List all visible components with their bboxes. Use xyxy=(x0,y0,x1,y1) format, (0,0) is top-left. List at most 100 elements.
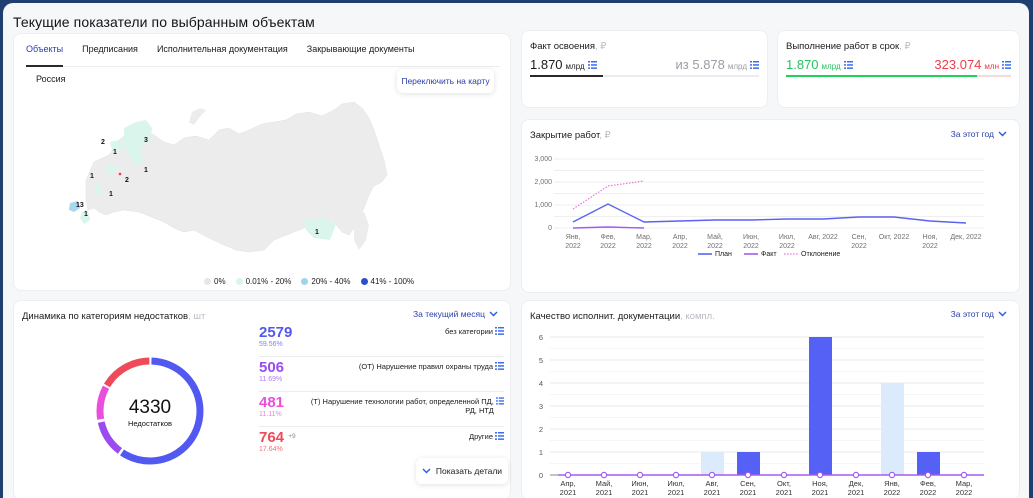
period-dropdown[interactable]: За этот год xyxy=(951,129,1007,139)
svg-text:1: 1 xyxy=(539,448,543,457)
bar xyxy=(917,452,940,475)
list-icon[interactable] xyxy=(495,432,504,440)
y-tick: 3,000 xyxy=(534,156,552,163)
svg-text:Июн,: Июн, xyxy=(743,234,759,241)
chevron-down-icon xyxy=(422,468,431,474)
region-amur[interactable] xyxy=(304,218,336,240)
list-icon[interactable] xyxy=(843,61,853,69)
map-mainland xyxy=(85,101,388,253)
kpi-fact-progress xyxy=(530,75,759,77)
map-count: 1 xyxy=(109,191,113,198)
svg-text:2022: 2022 xyxy=(884,488,901,497)
map-count: 1 xyxy=(144,167,148,174)
dashboard-page: Текущие показатели по выбранным объектам… xyxy=(3,3,1029,498)
region-south[interactable] xyxy=(94,184,102,196)
svg-text:Май,: Май, xyxy=(596,479,613,488)
show-details-button[interactable]: Показать детали xyxy=(416,458,508,484)
svg-text:Июл,: Июл, xyxy=(667,479,684,488)
kpi-fact-total: из 5.878 млрд xyxy=(676,57,759,72)
svg-text:2021: 2021 xyxy=(740,488,757,497)
closing-works-chart[interactable]: 3,000 2,000 1,000 0 Янв, 2022 Фев, 2022 Ма… xyxy=(522,150,1021,290)
series-fact-line xyxy=(572,226,645,229)
tab-objects[interactable]: Объекты xyxy=(26,40,64,67)
svg-text:Авг, 2022: Авг, 2022 xyxy=(808,234,838,241)
svg-text:5: 5 xyxy=(539,356,543,365)
list-icon[interactable] xyxy=(587,61,597,69)
list-icon[interactable] xyxy=(495,397,504,405)
map-novaya-zemlya xyxy=(189,108,206,125)
svg-text:2021: 2021 xyxy=(668,488,685,497)
map-card: Объекты Предписания Исполнительная докум… xyxy=(13,33,511,291)
svg-text:2022: 2022 xyxy=(956,488,973,497)
russia-map[interactable]: 1 1 2 3 1 2 1 13 1 1 xyxy=(24,100,504,275)
region-label: Россия xyxy=(36,74,66,84)
kpi-ontime-progress xyxy=(786,75,1011,77)
svg-text:Апр,: Апр, xyxy=(673,234,687,241)
list-icon[interactable] xyxy=(750,61,759,69)
map-legend: 0% 0.01% - 20% 20% - 40% 41% - 100% xyxy=(204,277,414,286)
category-row[interactable]: 2579 59.56% без категории xyxy=(259,324,504,348)
map-count: 2 xyxy=(125,177,129,184)
svg-text:2022: 2022 xyxy=(922,243,938,250)
list-icon[interactable] xyxy=(495,327,504,335)
period-dropdown[interactable]: За текущий месяц xyxy=(413,309,498,319)
region-north[interactable] xyxy=(124,120,152,165)
kpi-overdue-value: 323.074 млн xyxy=(934,57,1011,72)
bar xyxy=(737,452,760,475)
region-krasnodar[interactable] xyxy=(69,201,80,212)
kpi-fact-card: Факт освоения, ₽ 1.870 млрд из 5.878 млрд xyxy=(521,30,768,108)
map-count: 1 xyxy=(84,211,88,218)
category-row[interactable]: 764 +9 17.64% Другие xyxy=(259,429,504,453)
region-caucasus[interactable] xyxy=(80,210,90,224)
tab-closing-docs[interactable]: Закрывающие документы xyxy=(306,44,415,54)
tab-prescriptions[interactable]: Предписания xyxy=(82,44,138,54)
svg-text:2022: 2022 xyxy=(851,243,867,250)
svg-text:Отклонение: Отклонение xyxy=(801,251,840,258)
region-northwest[interactable] xyxy=(110,140,124,152)
svg-text:План: План xyxy=(715,251,732,258)
doc-quality-title: Качество исполнит. документации, компл. xyxy=(530,311,715,322)
svg-text:3: 3 xyxy=(539,402,543,411)
svg-text:Авг,: Авг, xyxy=(706,479,719,488)
chart-legend: План Факт Отклонение xyxy=(698,251,840,258)
chevron-down-icon xyxy=(489,311,498,317)
svg-text:Окт, 2022: Окт, 2022 xyxy=(879,234,910,241)
svg-text:2022: 2022 xyxy=(600,243,616,250)
map-marker xyxy=(118,172,122,176)
category-row[interactable]: 506 11.69% (ОТ) Нарушение правил охраны … xyxy=(259,359,504,383)
category-row[interactable]: 481 11.11% (Т) Нарушение технологии рабо… xyxy=(259,394,504,418)
tab-executive-docs[interactable]: Исполнительная документация xyxy=(156,44,288,54)
defects-donut[interactable]: 4330 Недостатков xyxy=(90,351,210,471)
svg-text:Июн,: Июн, xyxy=(631,479,648,488)
map-far-east xyxy=(354,210,369,250)
series-plan-line xyxy=(572,203,967,224)
svg-text:Май,: Май, xyxy=(707,233,723,241)
svg-text:2021: 2021 xyxy=(632,488,649,497)
chevron-down-icon xyxy=(998,311,1007,317)
closing-works-title: Закрытие работ, ₽ xyxy=(530,130,611,141)
extra-count: +9 xyxy=(288,433,296,440)
svg-text:2021: 2021 xyxy=(560,488,577,497)
chevron-down-icon xyxy=(998,131,1007,137)
svg-text:Ноя,: Ноя, xyxy=(923,234,938,241)
svg-text:2021: 2021 xyxy=(812,488,829,497)
switch-to-map-button[interactable]: Переключить на карту xyxy=(397,69,494,93)
kpi-ontime-value: 1.870 млрд xyxy=(786,57,853,72)
list-icon[interactable] xyxy=(1002,61,1011,69)
map-count: 3 xyxy=(144,137,148,144)
legend-dot-icon xyxy=(204,278,211,285)
svg-text:Сен,: Сен, xyxy=(740,479,756,488)
y-tick: 0 xyxy=(548,225,552,232)
list-icon[interactable] xyxy=(495,362,504,370)
kpi-fact-title: Факт освоения, ₽ xyxy=(530,41,607,52)
y-tick: 2,000 xyxy=(534,179,552,186)
legend-item-0: 0% xyxy=(204,277,226,286)
divider xyxy=(259,356,504,357)
period-dropdown[interactable]: За этот год xyxy=(951,309,1007,319)
bar xyxy=(701,452,724,475)
legend-dot-icon xyxy=(235,278,243,285)
region-central[interactable] xyxy=(104,164,116,174)
svg-text:2021: 2021 xyxy=(704,488,721,497)
donut-total: 4330 xyxy=(129,397,171,418)
